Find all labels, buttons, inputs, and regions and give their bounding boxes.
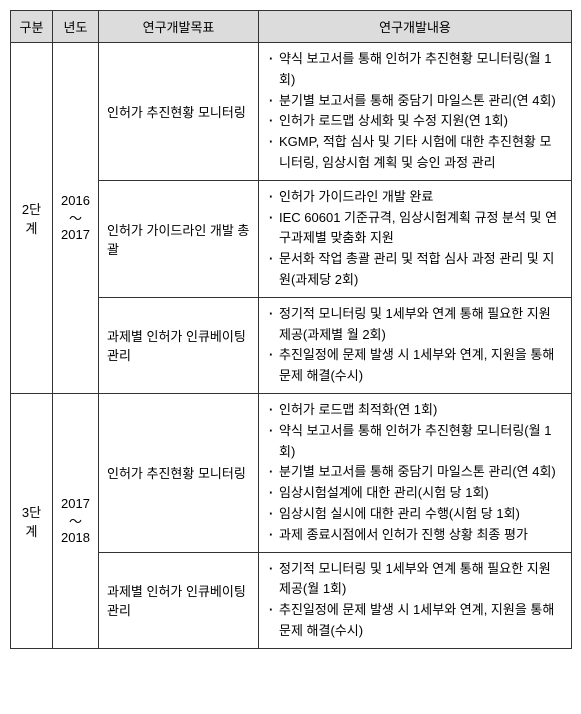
list-item: 분기별 보고서를 통해 중담기 마일스톤 관리(연 4회) [267,91,563,112]
content-cell: 약식 보고서를 통해 인허가 추진현황 모니터링(월 1회)분기별 보고서를 통… [259,43,572,181]
list-item: 약식 보고서를 통해 인허가 추진현황 모니터링(월 1회) [267,421,563,463]
header-content: 연구개발내용 [259,11,572,43]
stage-cell: 2단계 [11,43,53,394]
list-item: 추진일정에 문제 발생 시 1세부와 연계, 지원을 통해 문제 해결(수시) [267,600,563,642]
header-year: 년도 [53,11,99,43]
table-row: 2단계2016 〜 2017인허가 추진현황 모니터링약식 보고서를 통해 인허… [11,43,572,181]
goal-cell: 인허가 추진현황 모니터링 [99,393,259,552]
list-item: 임상시험 실시에 대한 관리 수행(시험 당 1회) [267,504,563,525]
content-cell: 인허가 로드맵 최적화(연 1회)약식 보고서를 통해 인허가 추진현황 모니터… [259,393,572,552]
header-goal: 연구개발목표 [99,11,259,43]
content-list: 인허가 가이드라인 개발 완료IEC 60601 기준규격, 임상시험계획 규정… [267,187,563,291]
stage-cell: 3단계 [11,393,53,648]
goal-cell: 과제별 인허가 인큐베이팅 관리 [99,552,259,648]
content-list: 약식 보고서를 통해 인허가 추진현황 모니터링(월 1회)분기별 보고서를 통… [267,49,563,174]
list-item: 인허가 로드맵 최적화(연 1회) [267,400,563,421]
list-item: 추진일정에 문제 발생 시 1세부와 연계, 지원을 통해 문제 해결(수시) [267,345,563,387]
table-row: 3단계2017 〜 2018인허가 추진현황 모니터링인허가 로드맵 최적화(연… [11,393,572,552]
list-item: 약식 보고서를 통해 인허가 추진현황 모니터링(월 1회) [267,49,563,91]
list-item: 인허가 로드맵 상세화 및 수정 지원(연 1회) [267,111,563,132]
content-list: 인허가 로드맵 최적화(연 1회)약식 보고서를 통해 인허가 추진현황 모니터… [267,400,563,546]
content-cell: 인허가 가이드라인 개발 완료IEC 60601 기준규격, 임상시험계획 규정… [259,180,572,297]
table-body: 2단계2016 〜 2017인허가 추진현황 모니터링약식 보고서를 통해 인허… [11,43,572,649]
list-item: 임상시험설계에 대한 관리(시험 당 1회) [267,483,563,504]
list-item: 과제 종료시점에서 인허가 진행 상황 최종 평가 [267,525,563,546]
list-item: 인허가 가이드라인 개발 완료 [267,187,563,208]
content-list: 정기적 모니터링 및 1세부와 연계 통해 필요한 지원 제공(월 1회)추진일… [267,559,563,642]
goal-cell: 인허가 가이드라인 개발 총괄 [99,180,259,297]
goal-cell: 인허가 추진현황 모니터링 [99,43,259,181]
year-cell: 2017 〜 2018 [53,393,99,648]
goal-cell: 과제별 인허가 인큐베이팅 관리 [99,297,259,393]
content-list: 정기적 모니터링 및 1세부와 연계 통해 필요한 지원 제공(과제별 월 2회… [267,304,563,387]
list-item: 문서화 작업 총괄 관리 및 적합 심사 과정 관리 및 지원(과제당 2회) [267,249,563,291]
list-item: 분기별 보고서를 통해 중담기 마일스톤 관리(연 4회) [267,462,563,483]
list-item: 정기적 모니터링 및 1세부와 연계 통해 필요한 지원 제공(월 1회) [267,559,563,601]
year-cell: 2016 〜 2017 [53,43,99,394]
research-plan-table: 구분 년도 연구개발목표 연구개발내용 2단계2016 〜 2017인허가 추진… [10,10,572,649]
content-cell: 정기적 모니터링 및 1세부와 연계 통해 필요한 지원 제공(월 1회)추진일… [259,552,572,648]
list-item: KGMP, 적합 심사 및 기타 시험에 대한 추진현황 모니터링, 임상시험 … [267,132,563,174]
content-cell: 정기적 모니터링 및 1세부와 연계 통해 필요한 지원 제공(과제별 월 2회… [259,297,572,393]
list-item: 정기적 모니터링 및 1세부와 연계 통해 필요한 지원 제공(과제별 월 2회… [267,304,563,346]
list-item: IEC 60601 기준규격, 임상시험계획 규정 분석 및 연구과제별 맞춤화… [267,208,563,250]
header-gubun: 구분 [11,11,53,43]
